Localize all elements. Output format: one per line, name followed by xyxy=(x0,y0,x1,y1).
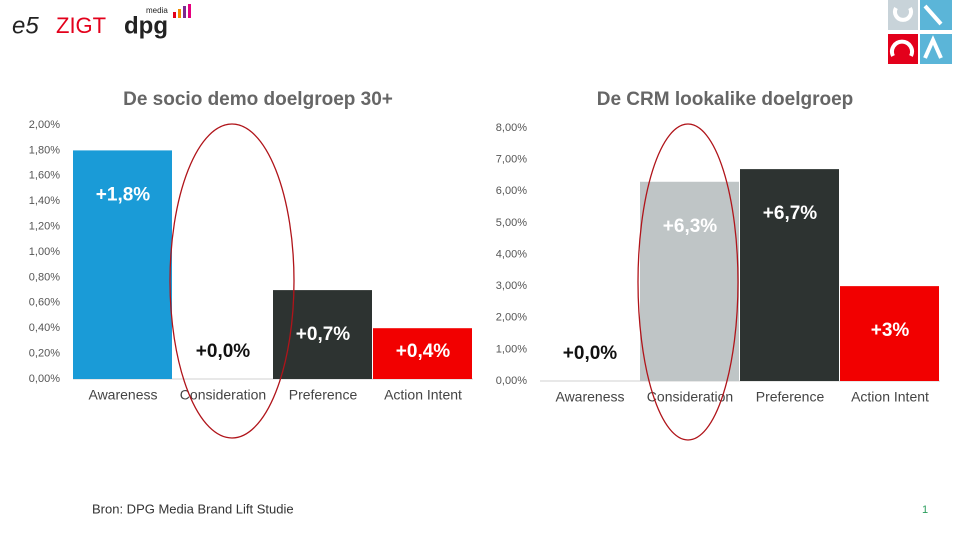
logo-bar xyxy=(188,4,191,18)
bar xyxy=(73,150,172,379)
y-tick-label: 2,00% xyxy=(29,119,60,131)
bar xyxy=(273,290,372,379)
source: Bron: DPG Media Brand Lift Studie xyxy=(92,501,294,516)
logo-dpg: dpg xyxy=(124,12,168,39)
y-tick-label: 6,00% xyxy=(496,185,527,197)
chart-title: De CRM lookalike doelgroep xyxy=(597,89,854,110)
x-tick-label: Action Intent xyxy=(384,387,462,403)
value-label: +0,0% xyxy=(196,341,251,362)
x-tick-label: Awareness xyxy=(88,387,157,403)
x-tick-label: Consideration xyxy=(647,389,733,405)
x-tick-label: Action Intent xyxy=(851,389,929,405)
y-tick-label: 0,20% xyxy=(29,348,60,360)
logo-bar xyxy=(173,12,176,18)
x-tick-label: Preference xyxy=(289,387,358,403)
y-tick-label: 4,00% xyxy=(496,248,527,260)
bar xyxy=(740,169,839,381)
grow-logo xyxy=(888,0,954,66)
x-tick-label: Preference xyxy=(756,389,825,405)
bar xyxy=(840,286,939,381)
logo-shape xyxy=(888,0,918,30)
value-label: +0,0% xyxy=(563,343,618,364)
logo-bar xyxy=(178,9,181,18)
bar xyxy=(373,328,472,379)
y-tick-label: 3,00% xyxy=(496,280,527,292)
logo-bar xyxy=(183,6,186,18)
highlight-ellipse xyxy=(637,123,739,441)
y-tick-label: 1,20% xyxy=(29,221,60,233)
y-tick-label: 0,00% xyxy=(29,373,60,385)
logo-zigt: ZIGT xyxy=(56,13,106,38)
y-tick-label: 1,60% xyxy=(29,170,60,182)
value-label: +1,8% xyxy=(96,184,151,205)
logo-media: media xyxy=(146,6,168,15)
value-label: +3% xyxy=(871,320,910,341)
logo-e5: e5 xyxy=(12,12,39,39)
y-tick-label: 0,00% xyxy=(496,375,527,387)
logo-bars xyxy=(173,4,191,18)
y-tick-label: 0,80% xyxy=(29,271,60,283)
value-label: +0,4% xyxy=(396,341,451,362)
y-tick-label: 1,40% xyxy=(29,195,60,207)
value-label: +0,7% xyxy=(296,324,351,345)
value-label: +6,3% xyxy=(663,216,718,237)
y-tick-label: 0,40% xyxy=(29,322,60,334)
logo-shape xyxy=(920,0,952,30)
y-tick-label: 1,00% xyxy=(496,343,527,355)
bar xyxy=(640,181,739,381)
page-number: 1 xyxy=(922,504,928,516)
y-tick-label: 7,00% xyxy=(496,154,527,166)
logo-letters xyxy=(890,4,943,59)
y-tick-label: 0,60% xyxy=(29,297,60,309)
highlight-ellipse xyxy=(169,123,295,439)
y-tick-label: 8,00% xyxy=(496,122,527,134)
y-tick-label: 5,00% xyxy=(496,217,527,229)
x-tick-label: Awareness xyxy=(555,389,624,405)
chart-title: De socio demo doelgroep 30+ xyxy=(123,89,393,110)
y-tick-label: 1,80% xyxy=(29,144,60,156)
value-label: +6,7% xyxy=(763,203,818,224)
y-tick-label: 2,00% xyxy=(496,312,527,324)
x-tick-label: Consideration xyxy=(180,387,266,403)
y-tick-label: 1,00% xyxy=(29,246,60,258)
